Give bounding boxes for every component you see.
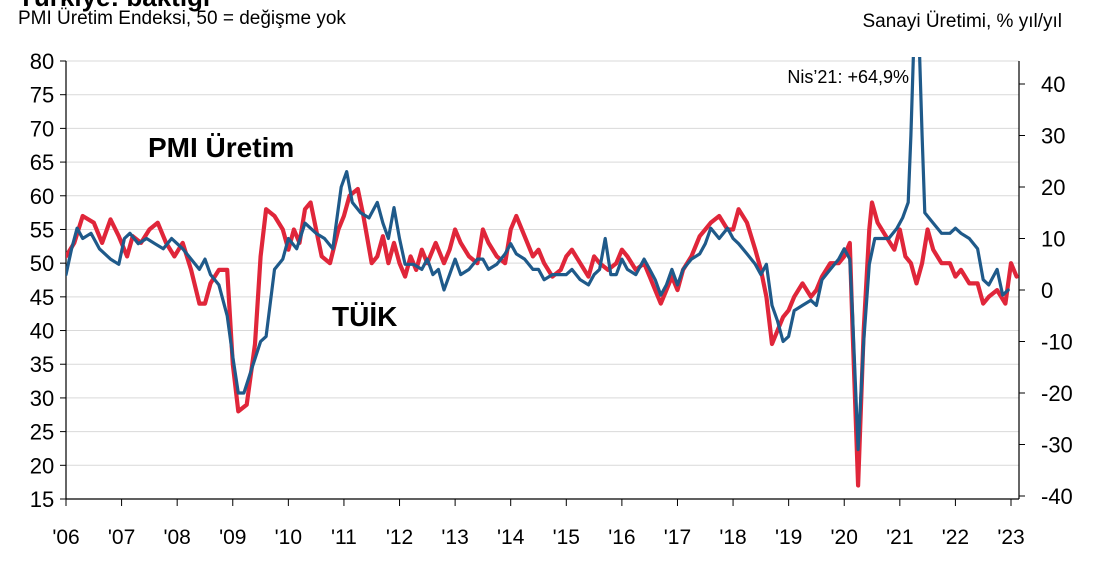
left-axis-title: PMI Üretim Endeksi, 50 = değişme yok: [18, 8, 346, 29]
peak-annotation: Nis’21: +64,9%: [787, 67, 909, 87]
left-tick-label: 35: [30, 352, 54, 377]
left-tick-label: 45: [30, 285, 54, 310]
left-tick-label: 60: [30, 184, 54, 209]
right-tick-label: 0: [1041, 278, 1053, 303]
left-tick-label: 55: [30, 217, 54, 242]
x-tick-label: '14: [497, 526, 525, 549]
right-tick-label: 20: [1041, 175, 1065, 200]
left-tick-label: 25: [30, 420, 54, 445]
series-lines: [66, 57, 1019, 488]
x-tick-label: '21: [886, 526, 913, 549]
x-tick-label: '18: [719, 526, 746, 549]
tuik-series-line: [66, 57, 1010, 452]
x-tick-label: '16: [608, 526, 635, 549]
left-tick-label: 80: [30, 49, 54, 74]
x-tick-label: '19: [775, 526, 802, 549]
x-tick-label: '22: [942, 526, 969, 549]
left-tick-label: 30: [30, 386, 54, 411]
right-tick-label: 40: [1041, 72, 1065, 97]
x-tick-label: '08: [163, 526, 190, 549]
pmi-series-label: PMI Üretim: [148, 132, 294, 163]
x-tick-label: '23: [997, 526, 1024, 549]
right-tick-label: 30: [1041, 124, 1065, 149]
right-tick-label: -20: [1041, 381, 1073, 406]
tuik-series-label: TÜİK: [332, 301, 397, 332]
right-tick-label: -10: [1041, 330, 1073, 355]
x-tick-label: '13: [441, 526, 468, 549]
left-tick-label: 40: [30, 319, 54, 344]
right-tick-label: -40: [1041, 484, 1073, 509]
x-tick-label: '07: [108, 526, 135, 549]
cut-title: Türkiye: baktığı: [18, 0, 210, 12]
right-axis-title: Sanayi Üretimi, % yıl/yıl: [862, 11, 1062, 32]
left-tick-label: 75: [30, 83, 54, 108]
left-tick-label: 20: [30, 453, 54, 478]
left-tick-label: 50: [30, 251, 54, 276]
x-tick-label: '06: [52, 526, 79, 549]
x-tick-label: '12: [386, 526, 413, 549]
x-tick-label: '09: [219, 526, 246, 549]
left-tick-label: 70: [30, 116, 54, 141]
x-axis-ticks: '06 '07 '08 '09 '10 '11 '12 '13 '14 '15 '16 '17 '18 '…: [52, 499, 1025, 549]
right-tick-label: 10: [1041, 227, 1065, 252]
x-tick-label: '11: [331, 526, 357, 549]
axes: [65, 61, 1020, 500]
left-tick-label: 15: [30, 487, 54, 512]
x-tick-label: '20: [831, 526, 858, 549]
x-tick-label: '15: [553, 526, 580, 549]
x-tick-label: '10: [275, 526, 302, 549]
left-tick-label: 65: [30, 150, 54, 175]
right-tick-label: -30: [1041, 433, 1073, 458]
right-axis-ticks: -40 -30 -20 -10 0 10 20 30 40: [1019, 72, 1073, 509]
x-tick-label: '17: [664, 526, 691, 549]
left-axis-ticks: 15 20 25 30 35 40 45 50 55 60 65 70 75 80: [30, 49, 66, 512]
pmi-series-line: [66, 186, 1019, 488]
